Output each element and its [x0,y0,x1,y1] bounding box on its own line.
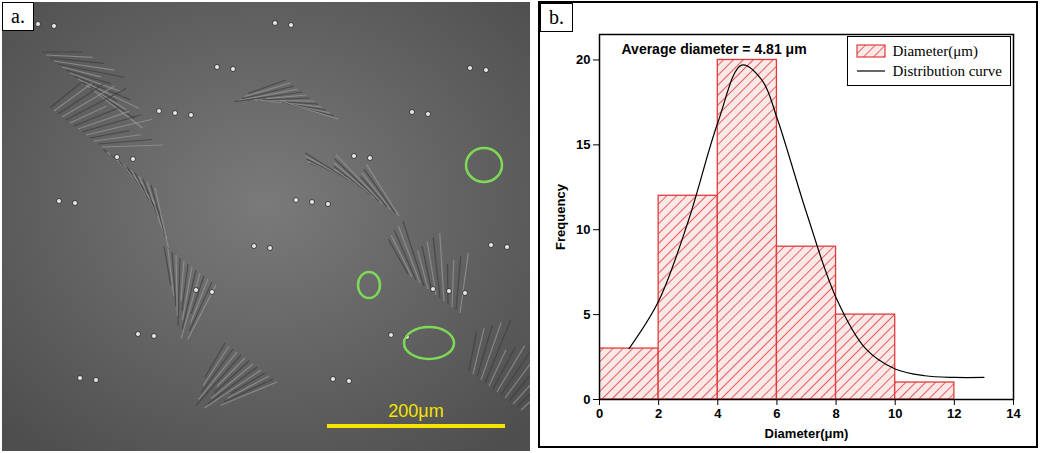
svg-text:4: 4 [714,406,722,421]
svg-text:12: 12 [947,406,961,421]
svg-text:14: 14 [1006,406,1021,421]
svg-text:5: 5 [583,307,590,322]
svg-text:8: 8 [832,406,839,421]
svg-text:2: 2 [655,406,662,421]
svg-text:Frequency: Frequency [553,183,568,250]
svg-text:20: 20 [576,52,590,67]
html-text:a.: a. [11,5,25,27]
svg-text:Diameter(μm): Diameter(μm) [765,426,849,441]
svg-text:200μm: 200μm [388,401,443,421]
svg-text:6: 6 [773,406,780,421]
html-text:b.: b. [549,6,564,28]
svg-text:0: 0 [583,392,590,407]
html-text:Distribution curve: Distribution curve [892,62,1002,79]
svg-text:Average diameter = 4.81 μm: Average diameter = 4.81 μm [622,41,807,57]
svg-text:15: 15 [576,137,590,152]
svg-text:10: 10 [888,406,902,421]
svg-text:0: 0 [596,406,603,421]
svg-text:10: 10 [576,222,590,237]
html-text:Diameter(μm): Diameter(μm) [892,42,978,59]
